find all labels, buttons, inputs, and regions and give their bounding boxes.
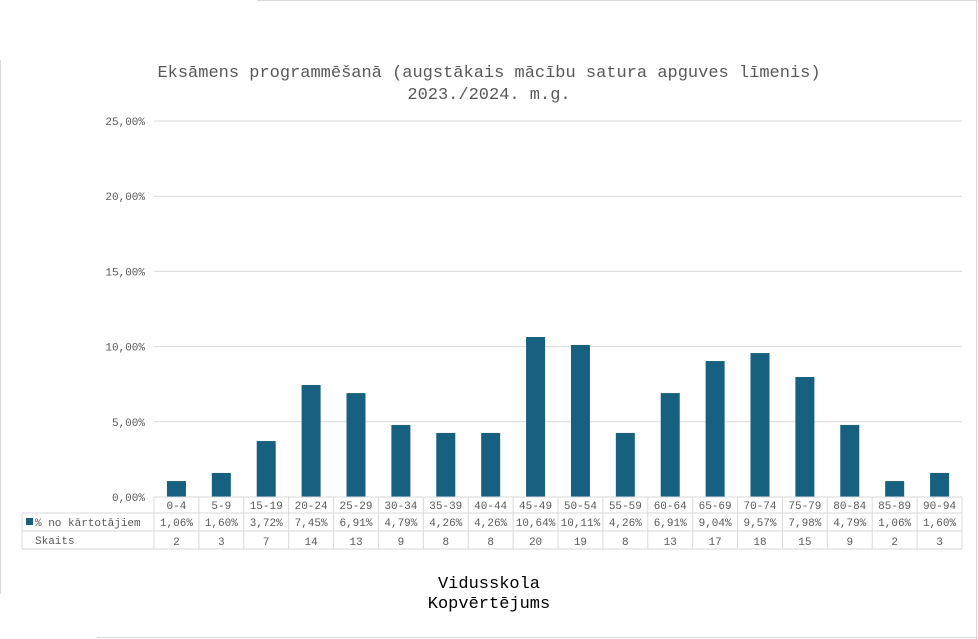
- percent-value-label: 10,11%: [561, 518, 601, 530]
- y-tick-label: 5,00%: [112, 418, 145, 430]
- category-label: 65-69: [699, 501, 732, 513]
- chart-title-line-1: Eksāmens programmēšanā (augstākais mācīb…: [157, 64, 821, 83]
- bar: [301, 384, 321, 497]
- percent-value-label: 3,72%: [250, 518, 283, 530]
- bar: [526, 336, 546, 497]
- category-label: 70-74: [743, 501, 776, 513]
- frame-top-border: [257, 0, 978, 1]
- percent-value-label: 6,91%: [339, 518, 372, 530]
- category-label: 85-89: [878, 501, 911, 513]
- category-label: 90-94: [923, 501, 956, 513]
- count-value-label: 3: [218, 537, 225, 549]
- category-label: 25-29: [339, 501, 372, 513]
- count-value-label: 19: [574, 537, 587, 549]
- percent-value-label: 4,26%: [609, 518, 642, 530]
- percent-value-label: 9,04%: [699, 518, 732, 530]
- footer-line-school: Vidusskola: [437, 575, 541, 594]
- bar: [346, 393, 366, 497]
- bar: [795, 376, 815, 497]
- bar: [570, 344, 590, 497]
- bar: [750, 353, 770, 497]
- footer-line-summary: Kopvērtējums: [427, 595, 551, 614]
- bar: [166, 481, 186, 497]
- count-value-label: 18: [753, 537, 766, 549]
- count-value-label: 2: [173, 537, 180, 549]
- bar: [391, 424, 411, 497]
- percent-value-label: 4,26%: [429, 518, 462, 530]
- series-row-label: % no kārtotājiem: [35, 518, 141, 530]
- category-label: 60-64: [654, 501, 687, 513]
- category-label: 40-44: [474, 501, 507, 513]
- percent-value-label: 1,06%: [878, 518, 911, 530]
- count-value-label: 9: [398, 537, 405, 549]
- count-value-label: 8: [622, 537, 629, 549]
- percent-value-label: 1,60%: [205, 518, 238, 530]
- bar: [885, 481, 905, 497]
- y-tick-label: 25,00%: [105, 117, 145, 129]
- bar: [840, 424, 860, 497]
- percent-value-label: 4,79%: [384, 518, 417, 530]
- frame-right-border: [976, 0, 977, 639]
- bar: [436, 432, 456, 497]
- count-value-label: 20: [529, 537, 542, 549]
- category-label: 80-84: [833, 501, 866, 513]
- count-value-label: 7: [263, 537, 270, 549]
- chart-title: Eksāmens programmēšanā (augstākais mācīb…: [0, 63, 978, 107]
- y-tick-label: 15,00%: [105, 267, 145, 279]
- legend-key: [26, 518, 33, 525]
- percent-value-label: 7,45%: [295, 518, 328, 530]
- bar: [256, 441, 276, 497]
- percent-value-label: 1,06%: [160, 518, 193, 530]
- frame-left-border: [0, 60, 1, 594]
- percent-value-label: 7,98%: [788, 518, 821, 530]
- count-value-label: 14: [305, 537, 319, 549]
- category-label: 50-54: [564, 501, 597, 513]
- category-label: 75-79: [788, 501, 821, 513]
- count-value-label: 8: [442, 537, 449, 549]
- category-label: 35-39: [429, 501, 462, 513]
- count-row-label: Skaits: [35, 536, 75, 548]
- category-label: 5-9: [211, 501, 231, 513]
- percent-value-label: 6,91%: [654, 518, 687, 530]
- count-value-label: 9: [846, 537, 853, 549]
- count-value-label: 17: [709, 537, 722, 549]
- percent-value-label: 4,79%: [833, 518, 866, 530]
- y-tick-label: 20,00%: [105, 192, 145, 204]
- category-label: 0-4: [167, 501, 187, 513]
- count-value-label: 3: [936, 537, 943, 549]
- category-label: 30-34: [384, 501, 417, 513]
- y-tick-label: 10,00%: [105, 343, 145, 355]
- y-tick-label: 0,00%: [112, 493, 145, 505]
- bar: [211, 472, 231, 497]
- chart-footer: Vidusskola Kopvērtējums: [0, 575, 978, 615]
- bar: [660, 393, 680, 497]
- count-value-label: 15: [798, 537, 811, 549]
- percent-value-label: 9,57%: [743, 518, 776, 530]
- bar: [481, 432, 501, 497]
- count-value-label: 13: [349, 537, 362, 549]
- bar: [705, 361, 725, 497]
- category-label: 20-24: [295, 501, 328, 513]
- bar: [615, 432, 635, 497]
- category-label: 15-19: [250, 501, 283, 513]
- chart-title-line-2: 2023./2024. m.g.: [407, 86, 571, 105]
- bar: [930, 472, 950, 497]
- percent-value-label: 1,60%: [923, 518, 956, 530]
- count-value-label: 13: [664, 537, 677, 549]
- category-label: 55-59: [609, 501, 642, 513]
- count-value-label: 2: [891, 537, 898, 549]
- percent-value-label: 10,64%: [516, 518, 556, 530]
- frame-bottom-border: [97, 637, 978, 638]
- percent-value-label: 4,26%: [474, 518, 507, 530]
- count-value-label: 8: [487, 537, 494, 549]
- category-label: 45-49: [519, 501, 552, 513]
